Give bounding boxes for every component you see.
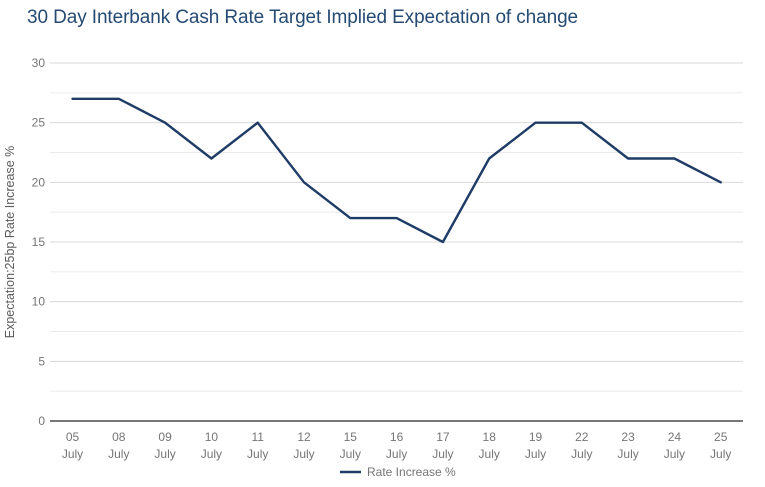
x-tick-label-month: July [479,447,500,461]
x-tick-label-month: July [386,447,407,461]
y-tick-label: 15 [32,235,46,249]
x-tick-label-month: July [340,447,361,461]
x-tick-label-day: 10 [205,430,219,444]
x-tick-label-month: July [247,447,268,461]
y-tick-label: 20 [32,175,46,189]
y-axis-title: Expectation:25bp Rate Increase % [3,146,17,338]
x-tick-label-month: July [710,447,731,461]
x-tick-label-month: July [108,447,129,461]
x-tick-label-day: 19 [529,430,543,444]
x-tick-label-day: 22 [575,430,589,444]
x-tick-label-day: 23 [621,430,635,444]
legend-label: Rate Increase % [367,465,456,479]
x-tick-label-day: 12 [297,430,311,444]
y-tick-label: 5 [38,354,45,368]
x-tick-label-month: July [525,447,546,461]
x-tick-label-day: 18 [483,430,497,444]
x-tick-label-day: 25 [714,430,728,444]
y-tick-label: 0 [38,414,45,428]
x-tick-label-day: 16 [390,430,404,444]
series-line-rate-increase [71,97,722,244]
gridlines [50,62,743,392]
x-tick-label-day: 09 [158,430,172,444]
x-tick-label-month: July [617,447,638,461]
x-tick-label-day: 24 [668,430,682,444]
x-tick-label-month: July [293,447,314,461]
chart-title: 30 Day Interbank Cash Rate Target Implie… [27,7,579,28]
x-tick-label-month: July [154,447,175,461]
y-axis-tick-labels: 0 5 10 15 20 25 30 [32,56,46,428]
x-axis-tick-labels: 05 July 08 July 09 July 10 July 11 July 12 July 15 Ju… [62,430,732,461]
x-tick-label-day: 15 [344,430,358,444]
x-tick-label-month: July [62,447,83,461]
x-tick-label-day: 17 [436,430,450,444]
x-tick-label-day: 11 [251,430,264,444]
x-tick-label-month: July [664,447,685,461]
legend-item-rate-increase[interactable]: Rate Increase % [340,465,456,479]
x-tick-label-month: July [432,447,453,461]
y-tick-label: 25 [32,116,46,130]
y-tick-label: 10 [32,295,46,309]
x-tick-label-day: 08 [112,430,126,444]
x-tick-label-month: July [201,447,222,461]
y-tick-label: 30 [32,56,46,70]
x-tick-label-month: July [571,447,592,461]
x-tick-label-day: 05 [66,430,80,444]
